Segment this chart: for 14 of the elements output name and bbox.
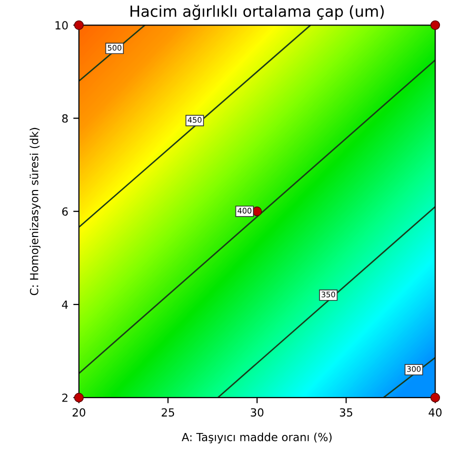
- y-axis-title: C: Homojenizasyon süresi (dk): [30, 128, 40, 296]
- x-tick-label: 35: [340, 408, 352, 417]
- y-tick-label: 4: [62, 300, 68, 309]
- x-axis-title: A: Taşıyıcı madde oranı (%): [182, 432, 332, 444]
- y-tick-label: 10: [56, 21, 68, 30]
- y-tick-label: 2: [62, 394, 68, 402]
- x-tick-label: 20: [72, 408, 86, 417]
- chart-title: Hacim ağırlıklı ortalama çap (um): [130, 4, 384, 20]
- x-tick-label: 40: [428, 408, 442, 417]
- y-tick-label: 6: [62, 207, 68, 216]
- x-tick-label: 25: [162, 408, 174, 417]
- y-tick-label: 8: [62, 114, 68, 123]
- point: [430, 20, 440, 30]
- x-tick-label: 30: [250, 408, 264, 417]
